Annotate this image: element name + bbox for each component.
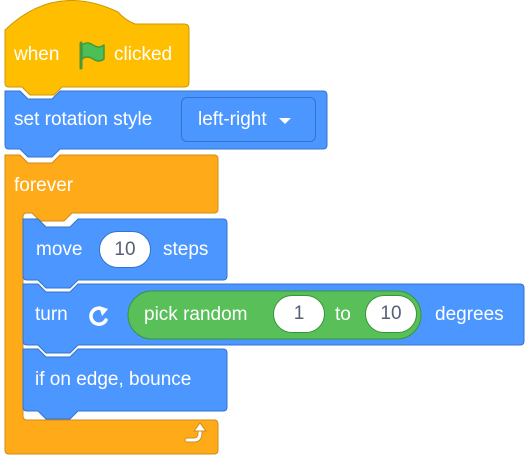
bounce-label: if on edge, bounce (35, 369, 192, 390)
degrees-label: degrees (435, 304, 504, 325)
steps-label: steps (163, 239, 209, 260)
rotation-style-value: left-right (198, 108, 267, 130)
green-flag-icon[interactable] (77, 40, 107, 70)
random-from-input[interactable]: 1 (273, 295, 325, 333)
clicked-label: clicked (114, 44, 173, 65)
turn-label: turn (35, 304, 68, 325)
forever-block[interactable] (4, 154, 219, 455)
rotate-right-icon (89, 306, 108, 326)
when-label: when (14, 44, 60, 65)
pick-random-label: pick random (144, 304, 248, 325)
random-to-input[interactable]: 10 (365, 295, 417, 333)
loop-arrow-icon (184, 422, 207, 443)
bounce-block[interactable] (22, 348, 228, 420)
rotation-style-dropdown[interactable]: left-right (181, 97, 316, 142)
chevron-down-icon (278, 117, 291, 124)
forever-label: forever (14, 175, 74, 196)
move-label: move (36, 239, 83, 260)
set-rotation-style-label: set rotation style (14, 109, 153, 130)
to-label: to (335, 304, 351, 325)
steps-input[interactable]: 10 (99, 231, 151, 268)
